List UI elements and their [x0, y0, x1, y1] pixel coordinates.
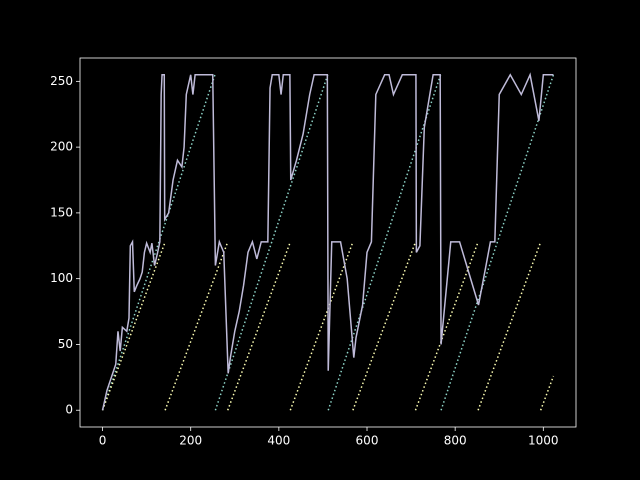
- x-tick-label: 1000: [528, 434, 559, 448]
- x-tick-label: 200: [179, 434, 202, 448]
- x-tick-label: 800: [444, 434, 467, 448]
- series-line: [101, 72, 554, 411]
- y-tick-label: 0: [65, 403, 73, 417]
- y-tick-label: 100: [50, 271, 73, 285]
- x-tick-label: 600: [356, 434, 379, 448]
- y-tick-label: 50: [58, 337, 73, 351]
- y-tick-label: 150: [50, 205, 73, 219]
- y-tick-label: 250: [50, 74, 73, 88]
- series-line: [101, 242, 555, 411]
- series-line: [101, 74, 555, 411]
- plot-frame: [79, 57, 577, 428]
- y-tick-label: 200: [50, 140, 73, 154]
- x-tick-label: 400: [267, 434, 290, 448]
- x-tick-label: 0: [99, 434, 107, 448]
